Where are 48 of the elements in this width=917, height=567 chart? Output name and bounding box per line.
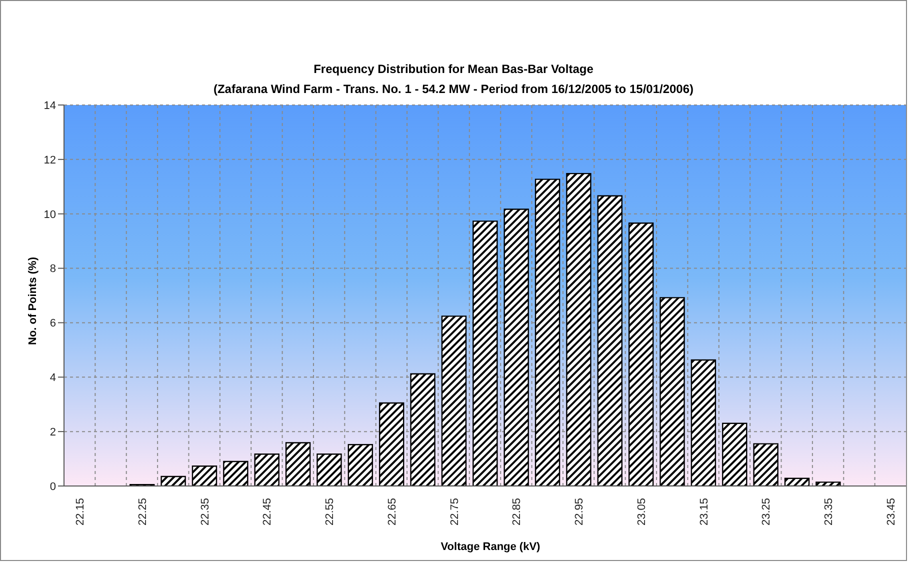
x-tick-label: 23.35 <box>823 498 836 526</box>
bar <box>192 466 218 486</box>
x-tick-label: 23.05 <box>636 498 648 526</box>
x-tick-label: 22.25 <box>136 498 149 526</box>
x-tick-label: 23.15 <box>698 498 710 526</box>
y-tick-label: 12 <box>44 154 56 166</box>
bar <box>441 316 467 486</box>
x-axis-title: Voltage Range (kV) <box>440 541 542 553</box>
x-tick-label: 22.65 <box>386 498 398 526</box>
bar <box>410 373 436 486</box>
x-tick-label: 22.95 <box>574 498 586 526</box>
bar <box>753 443 778 486</box>
chart-subtitle: (Zafarana Wind Farm - Trans. No. 1 - 54.2 MW - Period from 16/12/2005 to 15/01/2006) <box>212 81 695 98</box>
y-tick-label: 0 <box>50 480 56 493</box>
bar <box>316 454 342 486</box>
x-tick-label: 23.25 <box>760 498 773 526</box>
y-tick-label: 14 <box>44 100 56 112</box>
bar <box>348 444 374 486</box>
bar <box>254 454 280 486</box>
bar <box>285 442 311 486</box>
bar <box>690 359 716 486</box>
bar <box>566 172 592 486</box>
bar <box>597 195 622 486</box>
y-axis-title: No. of Points (%) <box>27 257 39 345</box>
x-tick-label: 22.85 <box>511 498 524 526</box>
x-tick-label: 23.45 <box>885 498 898 526</box>
y-tick-label: 10 <box>44 208 56 221</box>
bar <box>784 478 810 486</box>
y-tick-label: 2 <box>50 426 56 438</box>
bar <box>534 178 560 486</box>
x-tick-label: 22.55 <box>324 498 336 526</box>
bar <box>160 476 186 486</box>
y-tick-label: 4 <box>50 372 56 384</box>
bar <box>472 220 498 486</box>
bar <box>660 297 685 486</box>
bar <box>816 482 841 486</box>
x-tick-label: 22.45 <box>262 498 274 526</box>
bar <box>504 208 529 486</box>
x-tick-label: 22.35 <box>199 498 212 526</box>
x-tick-label: 22.15 <box>74 498 87 526</box>
bar <box>378 402 404 486</box>
y-tick-label: 6 <box>50 318 56 330</box>
y-tick-label: 8 <box>50 263 56 276</box>
bar <box>628 222 654 486</box>
bar <box>223 460 248 486</box>
x-tick-label: 22.75 <box>448 498 461 526</box>
bar <box>722 422 748 486</box>
chart-title: Frequency Distribution for Mean Bas-Bar Voltage <box>312 61 594 78</box>
